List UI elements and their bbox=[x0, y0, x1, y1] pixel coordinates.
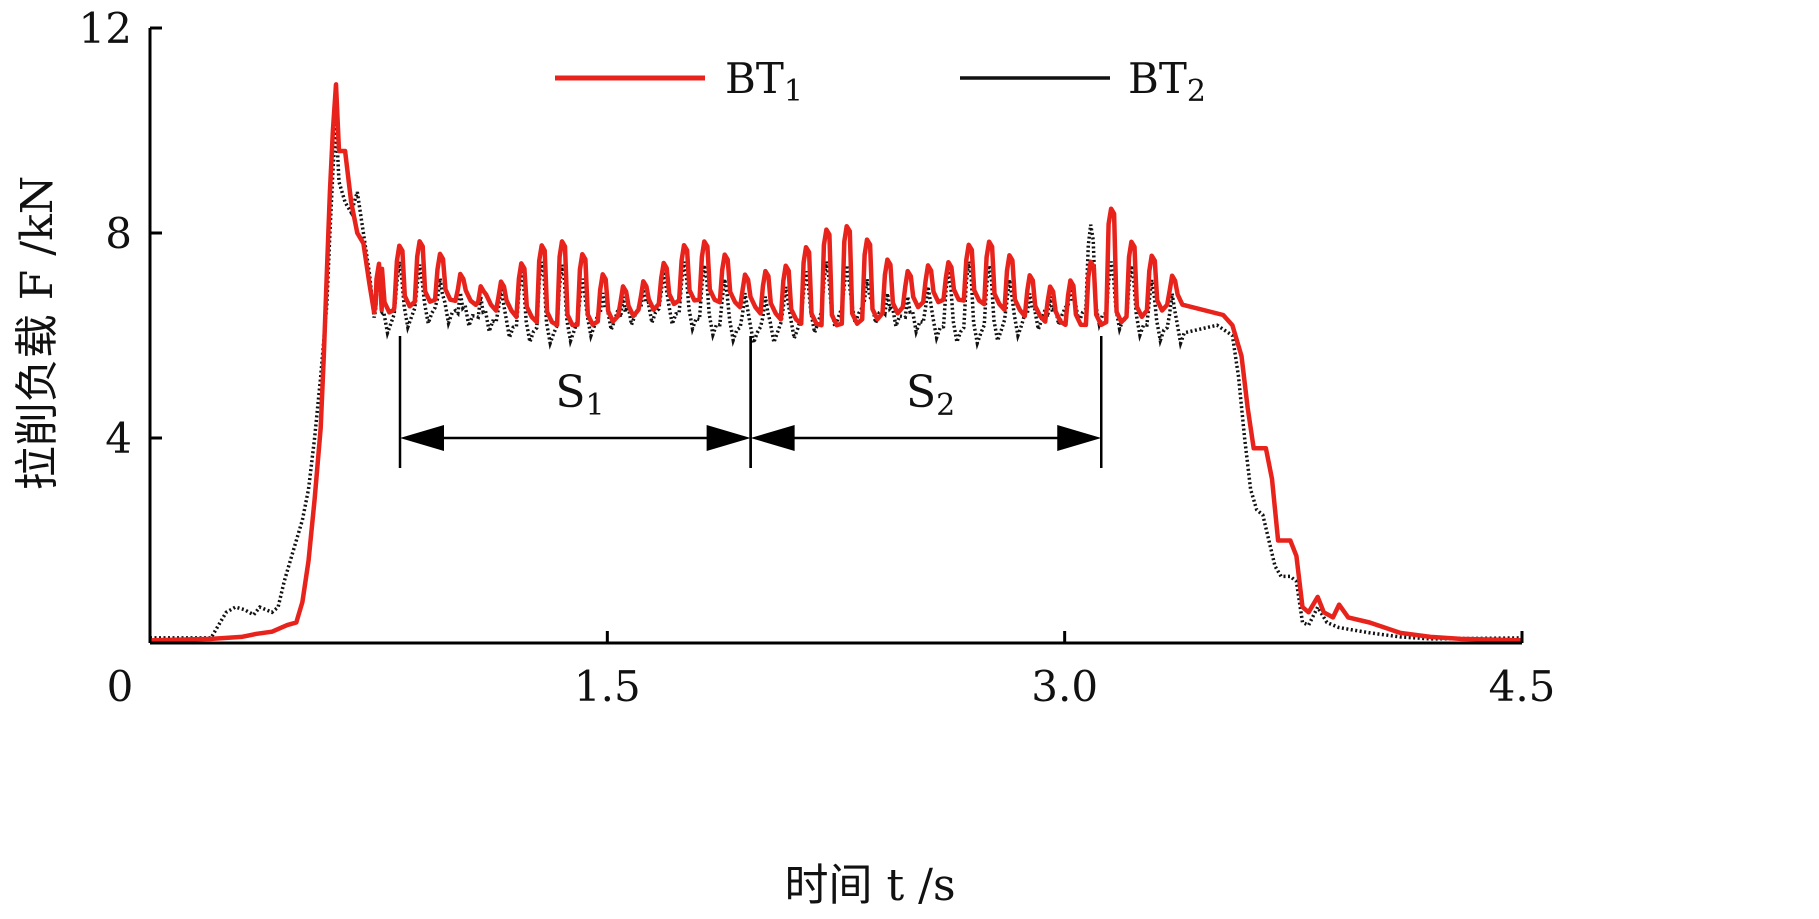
arrow-head-left bbox=[750, 425, 795, 451]
plot-area bbox=[149, 82, 1523, 643]
x-tick-label: 4.5 bbox=[1489, 662, 1556, 711]
y-tick-label: 12 bbox=[79, 4, 132, 53]
series-line-bt2 bbox=[150, 120, 1523, 641]
segment-annotations: S1 S2 bbox=[398, 336, 1103, 468]
y-ticks: 4 8 12 bbox=[79, 4, 162, 463]
legend: BT1 BT2 bbox=[555, 54, 1206, 109]
x-axis-label: 时间 t /s bbox=[784, 860, 955, 911]
arrow-head-right bbox=[1057, 425, 1102, 451]
legend-label-bt1: BT1 bbox=[725, 54, 803, 109]
x-tick-label: 3.0 bbox=[1031, 662, 1098, 711]
x-ticks: 0 1.5 3.0 4.5 bbox=[107, 631, 1556, 711]
arrow-head-right bbox=[706, 425, 751, 451]
arrow-head-left bbox=[400, 425, 445, 451]
legend-label-bt2: BT2 bbox=[1128, 54, 1206, 109]
series-line-bt1 bbox=[149, 82, 1523, 643]
segment-label-s2: S2 bbox=[906, 367, 955, 423]
y-tick-label: 8 bbox=[105, 209, 132, 258]
x-tick-label: 0 bbox=[107, 662, 134, 711]
segment-label-s1: S1 bbox=[555, 367, 604, 423]
y-axis-label: 拉削负载 F /kN bbox=[12, 176, 63, 491]
y-tick-label: 4 bbox=[105, 414, 132, 463]
x-tick-label: 1.5 bbox=[574, 662, 641, 711]
